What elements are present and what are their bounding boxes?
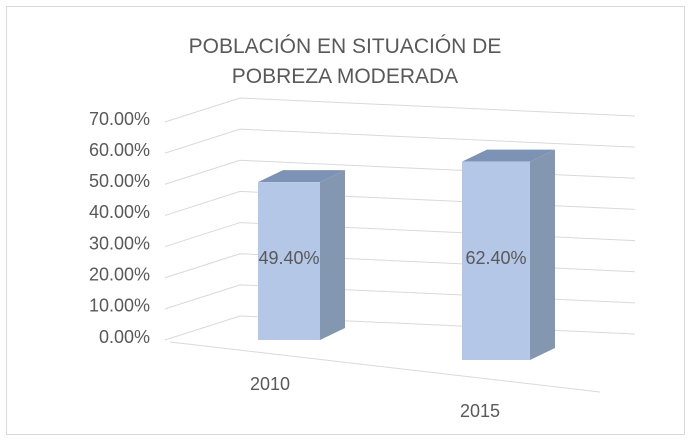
bar-side bbox=[320, 170, 345, 340]
grid-line bbox=[164, 97, 636, 123]
bar-side bbox=[530, 149, 555, 360]
grid-line bbox=[164, 128, 636, 154]
y-tick-label: 30.00% bbox=[89, 233, 150, 253]
bars bbox=[258, 149, 555, 360]
x-tick-label: 2015 bbox=[460, 401, 500, 421]
y-tick-label: 0.00% bbox=[99, 327, 150, 347]
y-tick-label: 10.00% bbox=[89, 296, 150, 316]
y-tick-label: 50.00% bbox=[89, 171, 150, 191]
y-tick-label: 70.00% bbox=[89, 109, 150, 129]
chart-title: POBLACIÓN EN SITUACIÓN DE POBREZA MODERA… bbox=[188, 35, 502, 88]
data-label: 62.40% bbox=[465, 248, 526, 268]
y-tick-label: 40.00% bbox=[89, 202, 150, 222]
bar bbox=[462, 161, 530, 360]
bar bbox=[258, 182, 320, 340]
chart-frame bbox=[6, 6, 685, 435]
data-label: 49.40% bbox=[258, 248, 319, 268]
bar-top bbox=[258, 170, 345, 183]
floor-line bbox=[169, 341, 601, 393]
x-tick-label: 2010 bbox=[250, 374, 290, 394]
bar-top bbox=[462, 149, 555, 162]
y-tick-label: 60.00% bbox=[89, 140, 150, 160]
y-tick-label: 20.00% bbox=[89, 264, 150, 284]
